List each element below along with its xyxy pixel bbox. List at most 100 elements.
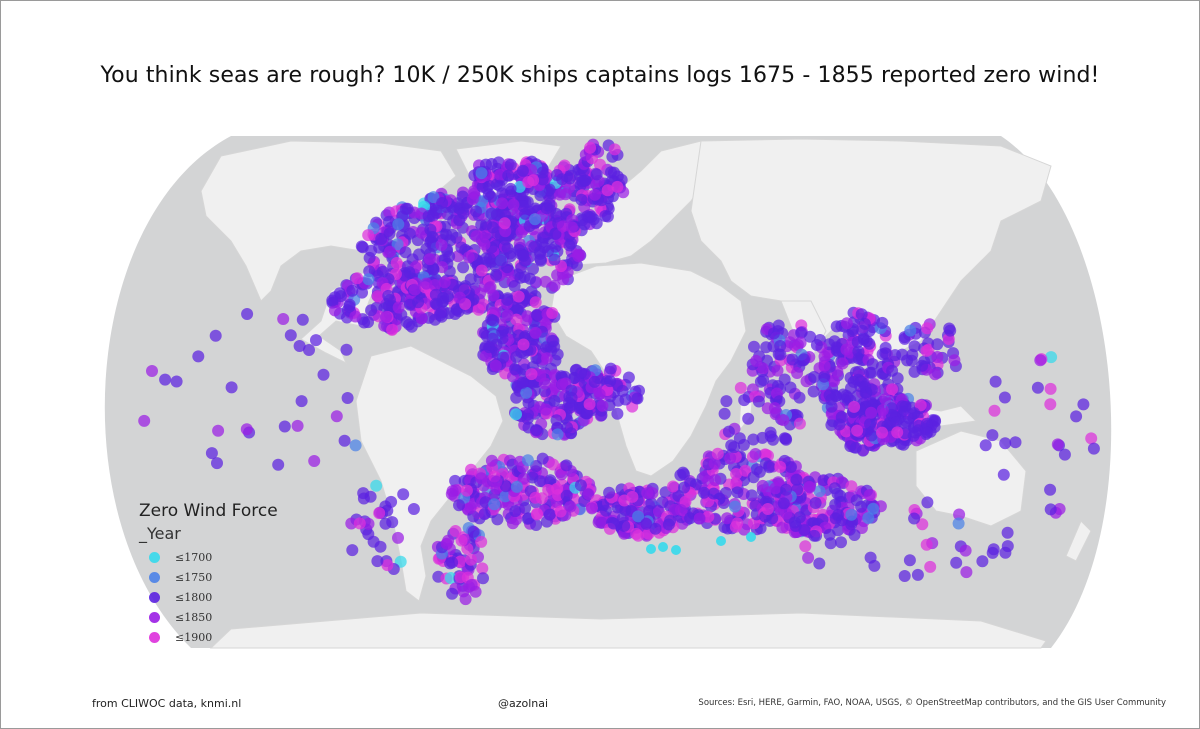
observation-point bbox=[899, 400, 912, 413]
observation-point bbox=[284, 329, 297, 342]
observation-point bbox=[476, 562, 489, 575]
observation-point bbox=[519, 502, 532, 514]
observation-point bbox=[693, 512, 706, 525]
observation-point bbox=[898, 570, 911, 582]
observation-point bbox=[851, 424, 864, 437]
observation-point bbox=[901, 354, 914, 367]
observation-point bbox=[308, 455, 321, 467]
observation-point bbox=[618, 494, 631, 507]
legend-item: ≤1700 bbox=[149, 547, 278, 567]
observation-point bbox=[556, 173, 569, 186]
observation-point bbox=[722, 425, 735, 438]
observation-point bbox=[810, 339, 823, 351]
observation-point bbox=[547, 458, 560, 471]
observation-point bbox=[517, 338, 530, 351]
observation-point bbox=[948, 354, 961, 367]
observation-point bbox=[865, 366, 878, 379]
observation-point bbox=[729, 500, 741, 513]
legend-label: ≤1750 bbox=[175, 570, 213, 584]
observation-point bbox=[847, 375, 860, 388]
observation-point bbox=[555, 468, 568, 481]
observation-point bbox=[499, 480, 512, 493]
observation-point bbox=[507, 198, 520, 211]
observation-point bbox=[450, 231, 463, 244]
observation-point bbox=[550, 414, 563, 427]
observation-point bbox=[370, 479, 383, 492]
observation-point bbox=[501, 261, 514, 274]
observation-point bbox=[721, 512, 733, 525]
observation-point bbox=[546, 334, 559, 347]
observation-point bbox=[487, 289, 500, 302]
observation-point bbox=[920, 417, 933, 430]
observation-point bbox=[604, 362, 617, 375]
observation-point bbox=[543, 508, 556, 521]
observation-point bbox=[604, 375, 617, 388]
observation-point bbox=[542, 484, 555, 496]
observation-point bbox=[465, 578, 478, 591]
observation-point bbox=[209, 329, 222, 342]
observation-point bbox=[808, 529, 821, 542]
observation-point bbox=[478, 238, 491, 251]
footer-author: @azolnai bbox=[498, 697, 549, 710]
legend-item: ≤1800 bbox=[149, 587, 278, 607]
observation-point bbox=[768, 402, 781, 415]
observation-point bbox=[611, 180, 624, 193]
observation-point bbox=[478, 508, 491, 521]
observation-point bbox=[453, 291, 466, 304]
observation-point bbox=[767, 433, 779, 446]
observation-point bbox=[848, 400, 861, 413]
observation-point bbox=[277, 313, 290, 325]
observation-point bbox=[780, 507, 793, 520]
observation-point bbox=[548, 253, 561, 266]
observation-point bbox=[384, 245, 396, 258]
observation-point bbox=[855, 500, 868, 513]
observation-point bbox=[529, 326, 542, 339]
observation-point bbox=[725, 439, 738, 452]
observation-point bbox=[997, 468, 1010, 481]
observation-point bbox=[551, 482, 564, 495]
observation-point bbox=[528, 241, 541, 253]
observation-point bbox=[921, 322, 934, 335]
observation-point bbox=[470, 205, 483, 218]
observation-point bbox=[631, 392, 644, 405]
observation-point bbox=[543, 183, 556, 196]
observation-point bbox=[662, 518, 675, 531]
observation-point bbox=[774, 348, 787, 361]
observation-point bbox=[427, 191, 440, 204]
observation-point bbox=[737, 438, 750, 451]
observation-point bbox=[1034, 354, 1047, 367]
observation-point bbox=[863, 337, 876, 350]
observation-point bbox=[540, 202, 553, 215]
land-south-america bbox=[355, 345, 504, 602]
observation-point bbox=[551, 428, 564, 441]
observation-point bbox=[429, 313, 441, 326]
observation-point bbox=[908, 365, 921, 378]
observation-point bbox=[903, 554, 916, 567]
observation-point bbox=[646, 544, 656, 554]
observation-point bbox=[558, 159, 571, 172]
observation-point bbox=[444, 572, 457, 584]
observation-point bbox=[649, 522, 662, 535]
observation-point bbox=[401, 202, 414, 215]
observation-point bbox=[717, 497, 730, 509]
observation-point bbox=[724, 452, 737, 465]
observation-point bbox=[446, 556, 459, 569]
observation-point bbox=[516, 164, 529, 177]
observation-point bbox=[718, 407, 731, 420]
observation-point bbox=[813, 485, 826, 498]
observation-point bbox=[920, 538, 933, 551]
observation-point bbox=[466, 193, 479, 206]
observation-point bbox=[422, 210, 435, 222]
observation-point bbox=[739, 464, 752, 477]
observation-point bbox=[512, 329, 525, 342]
observation-point bbox=[890, 416, 903, 429]
observation-point bbox=[399, 269, 411, 282]
observation-point bbox=[788, 516, 801, 529]
observation-point bbox=[460, 484, 473, 497]
observation-point bbox=[415, 226, 428, 239]
observation-point bbox=[489, 359, 502, 372]
observation-point bbox=[774, 340, 787, 352]
observation-point bbox=[595, 409, 608, 422]
observation-point bbox=[349, 310, 362, 323]
observation-point bbox=[852, 352, 865, 365]
